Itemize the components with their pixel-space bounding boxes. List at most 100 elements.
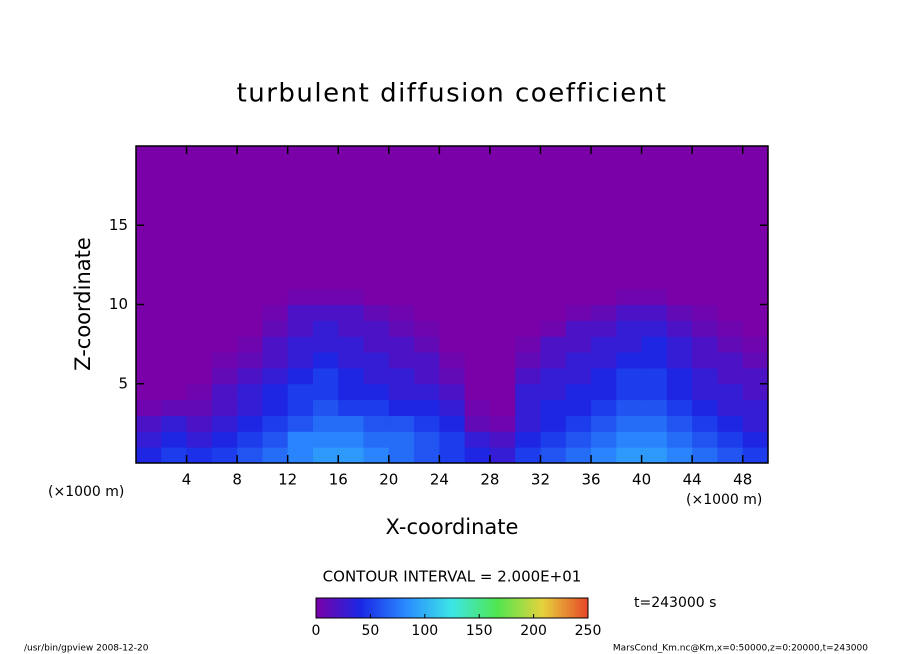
colorbar-tick-label: 200: [520, 623, 547, 639]
heat-cell: [742, 399, 769, 416]
contour-note: CONTOUR INTERVAL = 2.000E+01: [323, 568, 582, 586]
heat-cell: [591, 304, 617, 321]
heat-cell: [287, 146, 314, 290]
chart-title: turbulent diffusion coefficient: [237, 79, 668, 109]
heat-cell: [312, 367, 339, 385]
x-tick-label: 28: [480, 471, 499, 489]
heat-cell: [136, 415, 162, 432]
heat-cell: [489, 367, 516, 385]
heat-cell: [742, 352, 769, 369]
heat-cell: [161, 320, 188, 337]
heat-cell: [287, 336, 314, 353]
heat-cell: [616, 431, 643, 448]
heat-cell: [464, 304, 491, 321]
heat-cell: [338, 304, 365, 321]
heat-cell: [186, 320, 213, 337]
heat-cell: [312, 447, 339, 464]
heat-cell: [186, 383, 213, 401]
heat-cell: [388, 320, 415, 337]
heat-cell: [363, 447, 390, 464]
heat-cell: [388, 447, 415, 464]
heat-cell: [439, 399, 466, 416]
heat-cell: [211, 336, 238, 353]
heat-cell: [237, 146, 263, 290]
heat-cell: [515, 288, 541, 305]
heat-cell: [489, 336, 516, 353]
heat-cell: [464, 431, 491, 448]
heat-cell: [338, 336, 365, 353]
heat-cell: [565, 352, 592, 369]
heat-cell: [262, 146, 289, 290]
heat-cell: [489, 320, 516, 337]
heat-cell: [186, 415, 213, 432]
heat-cell: [540, 431, 567, 448]
heat-cell: [136, 447, 162, 464]
heat-cell: [666, 431, 693, 448]
heat-cell: [666, 320, 693, 337]
heat-cell: [565, 447, 592, 464]
heat-cell: [616, 399, 643, 416]
heat-cell: [388, 383, 415, 401]
heat-cell: [717, 415, 744, 432]
x-tick-label: 44: [683, 471, 702, 489]
heat-cell: [262, 447, 289, 464]
heat-cell: [692, 146, 718, 290]
heat-cell: [287, 383, 314, 401]
heat-cell: [186, 146, 213, 290]
heat-cell: [211, 447, 238, 464]
heat-cell: [439, 447, 466, 464]
heat-cell: [388, 352, 415, 369]
heat-cell: [388, 336, 415, 353]
heat-cell: [338, 447, 365, 464]
heat-cell: [641, 431, 668, 448]
heat-cell: [591, 288, 617, 305]
heat-cell: [237, 383, 263, 401]
heat-cell: [489, 146, 516, 290]
heat-cell: [363, 415, 390, 432]
heat-cell: [237, 320, 263, 337]
x-tick-label: 24: [430, 471, 449, 489]
heat-cell: [363, 367, 390, 385]
heat-cell: [565, 146, 592, 290]
heat-cell: [616, 447, 643, 464]
heat-cell: [641, 146, 668, 290]
heat-cell: [186, 431, 213, 448]
heat-cell: [692, 288, 718, 305]
heat-cell: [439, 304, 466, 321]
heat-cell: [489, 431, 516, 448]
y-tick-label: 10: [109, 295, 128, 313]
heat-cell: [363, 383, 390, 401]
x-axis-label: X-coordinate: [386, 515, 519, 539]
heat-cell: [237, 431, 263, 448]
heat-cell: [464, 320, 491, 337]
heat-cell: [616, 352, 643, 369]
heat-cell: [237, 336, 263, 353]
heat-cell: [515, 415, 541, 432]
heat-cell: [565, 415, 592, 432]
heat-cell: [591, 320, 617, 337]
heat-cell: [414, 146, 440, 290]
heat-cell: [363, 336, 390, 353]
heat-cell: [414, 336, 440, 353]
heat-cell: [717, 367, 744, 385]
heat-cell: [439, 288, 466, 305]
heat-cell: [312, 415, 339, 432]
heat-cell: [237, 288, 263, 305]
heat-cell: [388, 431, 415, 448]
heat-cell: [161, 367, 188, 385]
heat-cell: [136, 367, 162, 385]
heat-cell: [136, 304, 162, 321]
heat-cell: [666, 336, 693, 353]
colorbar-tick-label: 250: [575, 623, 602, 639]
heat-cell: [388, 288, 415, 305]
heat-cell: [312, 146, 339, 290]
heat-cell: [338, 146, 365, 290]
colorbar-tick-label: 50: [361, 623, 379, 639]
heat-cell: [186, 304, 213, 321]
heat-cell: [312, 304, 339, 321]
heat-cell: [287, 320, 314, 337]
heat-cell: [692, 399, 718, 416]
heat-cell: [161, 399, 188, 416]
heat-cell: [363, 146, 390, 290]
heat-cell: [237, 304, 263, 321]
